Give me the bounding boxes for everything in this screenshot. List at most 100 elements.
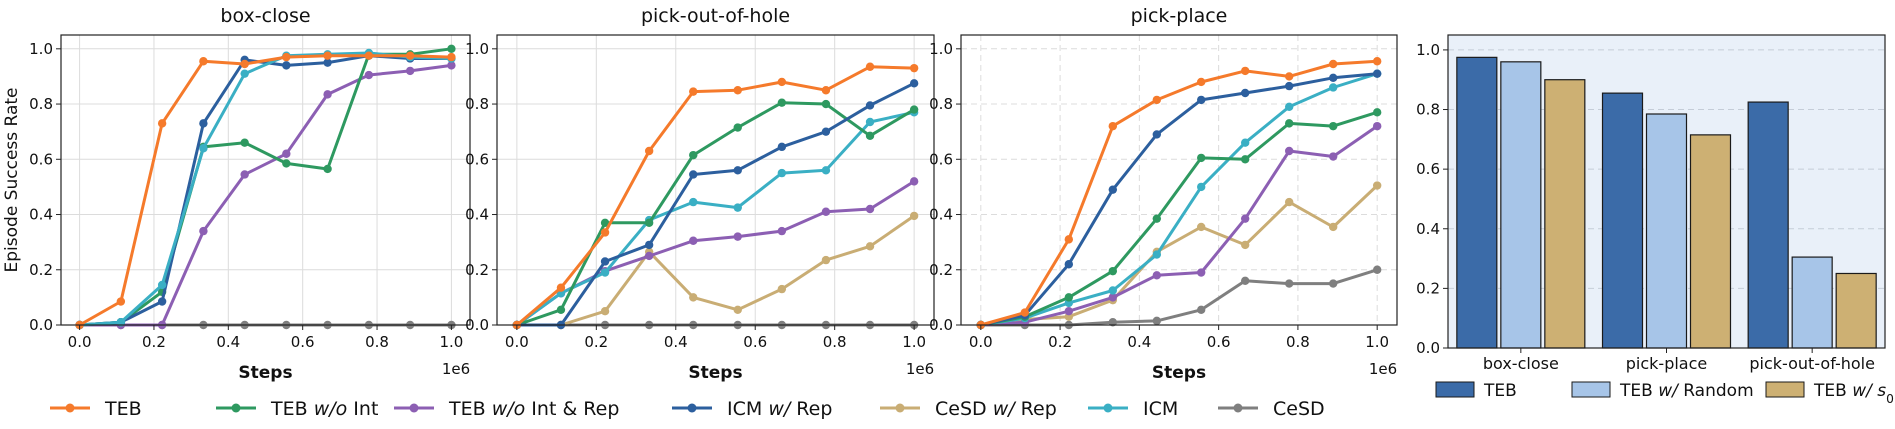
legend-label-part: TEB xyxy=(270,398,314,420)
data-point xyxy=(1284,72,1294,81)
data-point xyxy=(909,105,919,114)
x-tick-label: 1.0 xyxy=(902,333,926,351)
y-tick-label: 0.0 xyxy=(29,316,53,334)
y-tick-label: 0.6 xyxy=(1416,160,1440,178)
series-line-teb-w-o-int-rep xyxy=(980,124,1379,327)
x-tick-label: 0.6 xyxy=(743,333,767,351)
y-tick-label: 0.0 xyxy=(1416,339,1440,357)
x-tick-label: 0.6 xyxy=(1207,333,1231,351)
data-point xyxy=(1152,250,1162,259)
legend-label: TEB xyxy=(1483,381,1517,401)
data-point xyxy=(1152,316,1162,326)
legend-label: ICM w/ Rep xyxy=(727,398,832,420)
data-point xyxy=(1284,102,1294,112)
data-point xyxy=(364,70,374,80)
x-tick-label: 0.8 xyxy=(1286,333,1310,351)
y-tick-label: 0.2 xyxy=(1416,279,1440,297)
data-point xyxy=(1372,265,1382,274)
data-point xyxy=(1108,293,1118,302)
legend-label: ICM xyxy=(1143,398,1178,420)
series-line-icm xyxy=(79,51,452,327)
data-point xyxy=(405,51,415,60)
bar-teb-w-random xyxy=(1791,256,1833,349)
legend-label-part: ICM xyxy=(1143,398,1178,420)
legend-swatch-marker xyxy=(231,403,241,413)
data-point xyxy=(865,204,875,214)
y-tick-label: 0.6 xyxy=(929,150,953,168)
data-point xyxy=(1328,222,1338,232)
data-point xyxy=(556,305,566,315)
y-tick-label: 0.4 xyxy=(1416,220,1440,238)
data-point xyxy=(689,293,698,302)
y-tick-label: 0.6 xyxy=(465,150,489,168)
y-tick-label: 1.0 xyxy=(1416,41,1440,59)
data-point xyxy=(282,159,291,168)
data-point xyxy=(1152,95,1162,105)
data-point xyxy=(865,242,875,251)
series-line-teb xyxy=(78,54,452,327)
data-point xyxy=(240,138,249,147)
x-tick-label: 0.2 xyxy=(1048,333,1072,351)
y-axis-label: Episode Success Rate xyxy=(2,88,22,273)
data-point xyxy=(1196,77,1206,87)
data-point xyxy=(1064,260,1074,269)
y-tick-label: 1.0 xyxy=(465,40,489,58)
data-point xyxy=(600,257,610,266)
bar-teb-w-s0 xyxy=(1689,134,1732,349)
legend-label: TEB w/ s0 xyxy=(1813,381,1894,406)
series-line-icm xyxy=(980,72,1378,327)
data-point xyxy=(199,57,208,66)
data-point xyxy=(1152,271,1162,280)
data-point xyxy=(323,164,332,174)
x-tick-label: 0.2 xyxy=(584,333,608,351)
data-point xyxy=(240,170,249,179)
y-tick-label: 0.2 xyxy=(929,261,953,279)
data-point xyxy=(733,305,742,315)
legend-swatch-marker xyxy=(687,403,697,413)
y-tick-label: 0.6 xyxy=(29,150,53,168)
series-line-teb xyxy=(980,59,1378,327)
x-axis-label: Steps xyxy=(688,363,742,383)
series-line-icm-w-rep xyxy=(79,54,452,327)
data-point xyxy=(1196,153,1206,163)
legend-label-part: TEB xyxy=(104,398,142,420)
legend-label-part: Rep xyxy=(790,398,832,420)
legend-label: CeSD w/ Rep xyxy=(935,398,1057,420)
data-point xyxy=(447,52,456,62)
data-point xyxy=(1108,286,1118,295)
legend-label: TEB w/o Int & Rep xyxy=(448,398,619,420)
legend-label-part: w/ xyxy=(1658,381,1680,401)
legend-label-part: CeSD xyxy=(1273,398,1325,420)
bar-teb-w-s0 xyxy=(1544,79,1586,349)
data-point xyxy=(644,251,654,261)
data-point xyxy=(644,146,654,156)
legend-label-part: ICM xyxy=(727,398,768,420)
x-tick-label: 0.6 xyxy=(291,333,315,351)
legend-swatch xyxy=(1765,381,1805,398)
legend-label-part: Int & Rep xyxy=(525,398,619,420)
data-point xyxy=(1372,181,1382,190)
data-point xyxy=(689,236,698,245)
data-point xyxy=(644,218,654,228)
data-point xyxy=(600,218,610,228)
legend-label-part: w/o xyxy=(314,398,348,420)
data-point xyxy=(157,280,167,290)
data-point xyxy=(1064,306,1074,316)
data-point xyxy=(600,228,610,237)
data-point xyxy=(909,79,919,88)
bar-teb-w-s0 xyxy=(1835,272,1877,349)
legend-label-part: w/o xyxy=(492,398,526,420)
x-tick-label: pick-out-of-hole xyxy=(1749,354,1875,373)
data-point xyxy=(1108,121,1118,131)
data-point xyxy=(1372,69,1382,78)
line-chart-2: 0.0 0.2 0.4 0.6 0.8 1.0 0.0 0.2 0.4 0.6 0.8 1.0 pick… xyxy=(465,5,935,383)
chart-title: pick-out-of-hole xyxy=(641,5,790,27)
data-point xyxy=(1020,308,1030,317)
line-chart-3: 0.0 0.2 0.4 0.6 0.8 1.0 0.0 0.2 0.4 0.6 0.8 1.0 pick… xyxy=(929,5,1398,383)
data-point xyxy=(199,144,208,153)
y-tick-label: 0.8 xyxy=(465,95,489,113)
data-point xyxy=(1328,83,1338,92)
legend-label-part: TEB xyxy=(1813,381,1852,401)
series-line-icm-w-rep xyxy=(980,72,1378,327)
legend-item: TEB xyxy=(50,398,142,420)
